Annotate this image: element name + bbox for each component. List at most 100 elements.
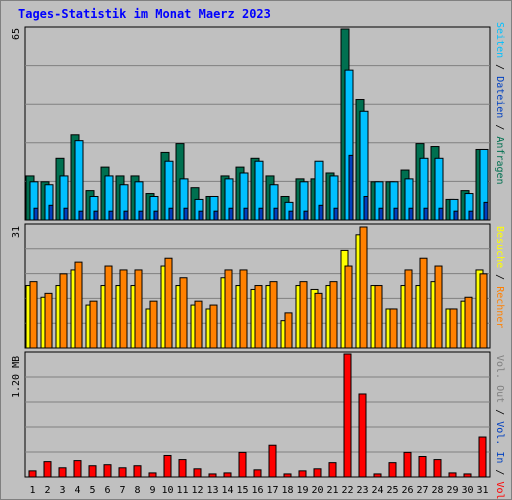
day-label: 19 — [296, 485, 308, 496]
day-label: 4 — [74, 485, 80, 496]
visits-panel — [24, 223, 491, 349]
seiten-bar — [408, 207, 414, 221]
seiten-bar — [108, 210, 114, 221]
seiten-bar — [468, 210, 474, 221]
volumen-bar — [43, 461, 52, 478]
volume-plot-area — [24, 351, 491, 478]
seiten-bar — [123, 210, 129, 221]
legend-item: Vol. Out — [494, 355, 505, 403]
rechner-bar — [389, 308, 398, 349]
volumen-bar — [418, 456, 427, 478]
volumen-bar — [118, 467, 127, 478]
day-label: 8 — [134, 485, 140, 496]
day-label: 17 — [266, 485, 278, 496]
seiten-bar — [63, 207, 69, 221]
rechner-bar — [464, 296, 473, 349]
seiten-bar — [393, 207, 399, 221]
legend-item: Anfragen — [494, 136, 505, 184]
seiten-bar — [228, 207, 234, 221]
legend-separator: / — [494, 58, 505, 76]
rechner-bar — [44, 292, 53, 349]
volumen-bar — [193, 468, 202, 478]
volumen-bar — [388, 462, 397, 478]
seiten-bar — [483, 201, 489, 221]
rechner-bar — [194, 300, 203, 349]
legend-separator: / — [494, 118, 505, 136]
requests-ymax-label: 65 — [11, 28, 22, 40]
seiten-bar — [273, 207, 279, 221]
day-label: 9 — [149, 485, 155, 496]
seiten-bar — [93, 210, 99, 221]
volumen-bar — [298, 470, 307, 478]
rechner-bar — [299, 281, 308, 349]
rechner-bar — [434, 265, 443, 349]
day-label: 2 — [44, 485, 50, 496]
day-labels: 1 2 3 4 5 6 7 8 9 10 11 12 13 14 15 16 17 18 19 20 21 22 23 24 2… — [29, 485, 488, 496]
legend-item: Vol. In — [494, 421, 505, 463]
volumen-bar — [88, 465, 97, 478]
day-label: 1 — [29, 485, 35, 496]
legend-item: Rechner — [494, 286, 505, 328]
rechner-bar — [419, 257, 428, 349]
day-label: 30 — [461, 485, 473, 496]
volumen-bar — [268, 444, 277, 478]
rechner-bar — [164, 257, 173, 349]
rechner-bar — [119, 269, 128, 349]
rechner-bar — [404, 269, 413, 349]
seiten-bar — [363, 195, 369, 221]
rechner-bar — [224, 269, 233, 349]
rechner-bar — [314, 292, 323, 349]
rechner-bar — [74, 261, 83, 349]
volumen-bar — [103, 464, 112, 478]
seiten-bar — [333, 207, 339, 221]
rechner-bar — [449, 308, 458, 349]
seiten-bar — [138, 210, 144, 221]
seiten-bar — [423, 207, 429, 221]
volumen-bar — [478, 436, 487, 478]
day-label: 12 — [191, 485, 203, 496]
seiten-bar — [213, 210, 219, 221]
seiten-bar — [153, 210, 159, 221]
day-label: 11 — [176, 485, 188, 496]
chart-title: Tages-Statistik im Monat Maerz 2023 — [18, 7, 271, 21]
rechner-bar — [344, 265, 353, 349]
volumen-bar — [238, 451, 247, 478]
rechner-bar — [134, 269, 143, 349]
rechner-bar — [89, 300, 98, 349]
rechner-bar — [179, 277, 188, 349]
seiten-bar — [48, 204, 54, 221]
seiten-bar — [78, 210, 84, 221]
seiten-bar — [438, 207, 444, 221]
rechner-bar — [329, 281, 338, 349]
day-label: 15 — [236, 485, 248, 496]
day-label: 13 — [206, 485, 218, 496]
rechner-bar — [479, 273, 488, 349]
dateien-bar — [74, 140, 84, 221]
rechner-bar — [239, 269, 248, 349]
day-label: 26 — [401, 485, 413, 496]
seiten-bar — [288, 210, 294, 221]
day-label: 7 — [119, 485, 125, 496]
seiten-bar — [258, 207, 264, 221]
volume-panel — [24, 351, 491, 478]
legend-column: Vol. Out / Vol. In / Volumen — [494, 355, 505, 500]
day-label: 27 — [416, 485, 428, 496]
volumen-bar — [178, 459, 187, 478]
seiten-bar — [303, 210, 309, 221]
volumen-bar — [358, 393, 367, 478]
day-label: 6 — [104, 485, 110, 496]
volumen-bar — [163, 454, 172, 478]
day-label: 10 — [161, 485, 173, 496]
day-label: 3 — [59, 485, 65, 496]
volumen-bar — [148, 472, 157, 478]
rechner-bar — [29, 281, 38, 349]
day-label: 18 — [281, 485, 293, 496]
day-label: 31 — [476, 485, 488, 496]
volumen-bar — [463, 473, 472, 478]
seiten-bar — [168, 207, 174, 221]
legend-item: Seiten — [494, 22, 505, 58]
rechner-bar — [359, 226, 368, 349]
legend: Seiten / Dateien / Anfragen Besuche / Rec… — [494, 22, 505, 500]
volumen-bar — [313, 468, 322, 478]
